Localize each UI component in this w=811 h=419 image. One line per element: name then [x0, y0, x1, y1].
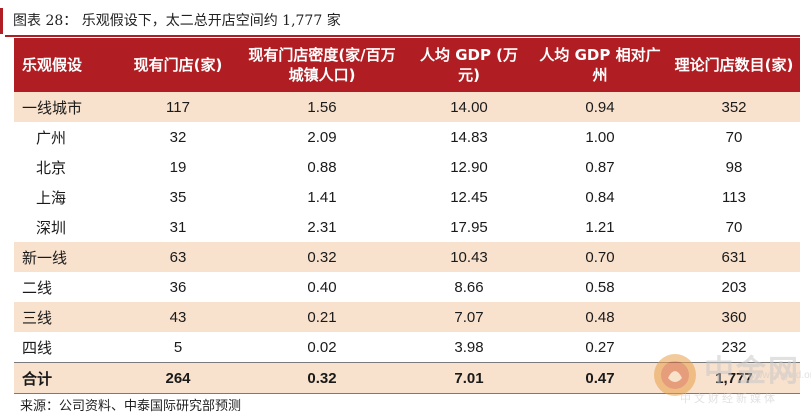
- table-row-guangzhou: 广州 32 2.09 14.83 1.00 70: [14, 122, 800, 152]
- cell-gdp: 7.01: [406, 362, 532, 394]
- header-gdp-per-capita: 人均 GDP (万元): [406, 38, 532, 92]
- table-row-tier1: 一线城市 117 1.56 14.00 0.94 352: [14, 92, 800, 122]
- cell-stores: 31: [169, 218, 187, 236]
- title-divider: [5, 35, 800, 37]
- row-label: 一线城市: [14, 92, 118, 122]
- cell-stores: 5: [173, 338, 183, 356]
- table-row-tier3: 三线 43 0.21 7.07 0.48 360: [14, 302, 800, 332]
- cell-gdp: 17.95: [450, 218, 488, 236]
- store-capacity-table: 乐观假设 现有门店(家) 现有门店密度(家/百万城镇人口) 人均 GDP (万元…: [14, 38, 800, 394]
- cell-relative: 0.87: [585, 158, 615, 176]
- cell-density: 0.40: [307, 278, 337, 296]
- cell-relative: 0.27: [585, 338, 615, 356]
- cell-density: 1.41: [307, 188, 337, 206]
- table-row-tier4: 四线 5 0.02 3.98 0.27 232: [14, 332, 800, 363]
- row-label: 合计: [14, 362, 118, 394]
- row-label: 上海: [36, 188, 67, 207]
- row-label: 广州: [36, 128, 67, 147]
- row-label: 二线: [22, 278, 53, 297]
- cell-density: 0.88: [307, 158, 337, 176]
- table-row-shanghai: 上海 35 1.41 12.45 0.84 113: [14, 182, 800, 212]
- cell-stores: 36: [169, 278, 187, 296]
- row-label: 三线: [14, 302, 118, 332]
- cell-density: 0.32: [238, 362, 406, 394]
- cell-stores: 32: [169, 128, 187, 146]
- cell-stores: 43: [118, 302, 238, 332]
- row-label: 北京: [36, 158, 67, 177]
- table-row-new-tier1: 新一线 63 0.32 10.43 0.70 631: [14, 242, 800, 272]
- header-current-stores: 现有门店(家): [118, 38, 238, 92]
- cell-stores: 63: [118, 242, 238, 272]
- watermark-name: 中金网: [704, 354, 800, 389]
- cell-relative: 0.70: [532, 242, 668, 272]
- cell-theory: 113: [722, 188, 746, 206]
- row-label: 深圳: [36, 218, 67, 237]
- cell-theory: 70: [725, 128, 743, 146]
- cell-relative: 0.47: [532, 362, 668, 394]
- cell-density: 2.31: [307, 218, 337, 236]
- cell-theory: 360: [668, 302, 800, 332]
- header-theoretical-stores: 理论门店数目(家): [668, 38, 800, 92]
- cell-density: 2.09: [307, 128, 337, 146]
- cell-stores: 117: [118, 92, 238, 122]
- cell-gdp: 14.00: [406, 92, 532, 122]
- watermark-domain: www.cngold.org: [748, 370, 811, 381]
- watermark-slogan: 中文财经新媒体: [680, 392, 778, 405]
- cell-gdp: 10.43: [406, 242, 532, 272]
- cell-density: 0.02: [307, 338, 337, 356]
- header-gdp-relative-guangzhou: 人均 GDP 相对广州: [532, 38, 668, 92]
- cell-theory: 631: [668, 242, 800, 272]
- cell-relative: 0.48: [532, 302, 668, 332]
- row-label: 四线: [22, 338, 53, 357]
- cell-relative: 1.21: [585, 218, 615, 236]
- cell-theory: 203: [721, 278, 747, 296]
- cell-density: 0.32: [238, 242, 406, 272]
- cell-gdp: 7.07: [406, 302, 532, 332]
- table-row-beijing: 北京 19 0.88 12.90 0.87 98: [14, 152, 800, 182]
- source-note: 来源：公司资料、中泰国际研究部预测: [20, 399, 242, 414]
- cell-relative: 0.58: [585, 278, 615, 296]
- cell-theory: 98: [725, 158, 743, 176]
- cell-gdp: 14.83: [450, 128, 488, 146]
- header-store-density: 现有门店密度(家/百万城镇人口): [238, 38, 406, 92]
- cell-gdp: 3.98: [454, 338, 484, 356]
- cell-gdp: 12.90: [450, 158, 488, 176]
- table-header-row: 乐观假设 现有门店(家) 现有门店密度(家/百万城镇人口) 人均 GDP (万元…: [14, 38, 800, 92]
- row-label: 新一线: [14, 242, 118, 272]
- cell-gdp: 12.45: [450, 188, 488, 206]
- figure-title: 图表 28： 乐观假设下，太二总开店空间约 1,777 家: [0, 8, 800, 34]
- table-row-shenzhen: 深圳 31 2.31 17.95 1.21 70: [14, 212, 800, 242]
- header-scenario: 乐观假设: [14, 38, 118, 92]
- cngold-logo-icon: [654, 354, 696, 396]
- cell-stores: 35: [169, 188, 187, 206]
- cell-theory: 232: [721, 338, 747, 356]
- cell-stores: 264: [118, 362, 238, 394]
- cell-theory: 70: [725, 218, 743, 236]
- cell-stores: 19: [169, 158, 187, 176]
- cell-gdp: 8.66: [454, 278, 484, 296]
- table-row-tier2: 二线 36 0.40 8.66 0.58 203: [14, 272, 800, 302]
- cell-relative: 0.84: [585, 188, 615, 206]
- watermark: 中金网 www.cngold.org 中文财经新媒体: [652, 346, 811, 410]
- cell-density: 0.21: [238, 302, 406, 332]
- cell-relative: 0.94: [532, 92, 668, 122]
- cell-relative: 1.00: [585, 128, 615, 146]
- cell-density: 1.56: [238, 92, 406, 122]
- cell-theory: 352: [668, 92, 800, 122]
